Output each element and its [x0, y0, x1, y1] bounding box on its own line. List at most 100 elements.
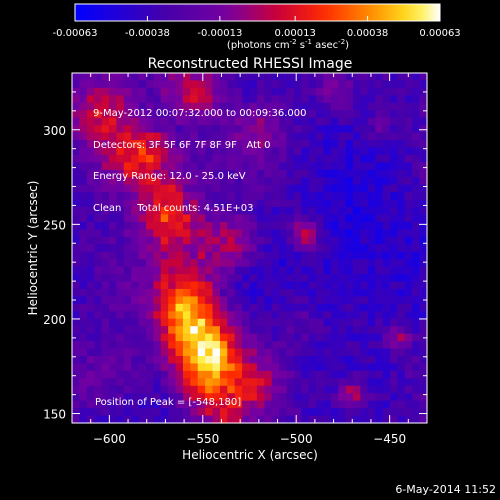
heatmap-cell — [264, 378, 273, 387]
heatmap-cell — [353, 125, 362, 134]
heatmap-cell — [316, 393, 325, 402]
heatmap-cell — [308, 236, 317, 245]
heatmap-cell — [360, 281, 369, 290]
heatmap-cell — [101, 125, 110, 134]
heatmap-cell — [219, 333, 228, 342]
heatmap-cell — [145, 311, 154, 320]
heatmap-cell — [234, 102, 243, 111]
heatmap-cell — [301, 288, 310, 298]
heatmap-cell — [293, 87, 302, 96]
heatmap-cell — [345, 363, 354, 372]
heatmap-cell — [382, 393, 391, 402]
heatmap-cell — [123, 363, 132, 372]
heatmap-cell — [123, 125, 132, 134]
heatmap-cell — [94, 333, 103, 342]
heatmap-cell — [227, 400, 236, 409]
heatmap-cell — [101, 251, 110, 260]
heatmap-cell — [131, 259, 140, 268]
heatmap-cell — [301, 140, 310, 149]
heatmap-cell — [367, 80, 376, 89]
heatmap-cell — [190, 415, 199, 424]
heatmap-cell — [131, 333, 140, 342]
heatmap-cell — [360, 385, 369, 394]
heatmap-cell — [412, 281, 421, 290]
heatmap-cell — [360, 363, 369, 372]
heatmap-cell — [205, 400, 214, 409]
heatmap-cell — [212, 214, 221, 223]
heatmap-cell — [353, 281, 362, 290]
heatmap-cell — [271, 207, 280, 216]
heatmap-cell — [249, 333, 258, 342]
heatmap-cell — [219, 288, 228, 298]
heatmap-cell — [219, 80, 228, 89]
heatmap-cell — [256, 318, 265, 327]
heatmap-cell — [412, 236, 421, 245]
heatmap-cell — [227, 408, 236, 417]
heatmap-cell — [308, 259, 317, 268]
heatmap-cell — [242, 199, 251, 208]
heatmap-cell — [182, 333, 191, 342]
heatmap-cell — [168, 87, 177, 96]
heatmap-cell — [138, 147, 147, 156]
heatmap-cell — [108, 214, 117, 223]
heatmap-cell — [138, 236, 147, 245]
heatmap-cell — [190, 87, 199, 96]
heatmap-cell — [227, 102, 236, 111]
heatmap-cell — [249, 393, 258, 402]
heatmap-cell — [175, 370, 184, 379]
heatmap-cell — [116, 341, 125, 350]
heatmap-cell — [360, 370, 369, 379]
heatmap-cell — [271, 80, 280, 89]
heatmap-cell — [242, 125, 251, 134]
heatmap-cell — [404, 87, 413, 96]
heatmap-cell — [153, 348, 162, 357]
heatmap-cell — [330, 221, 339, 230]
heatmap-cell — [219, 296, 228, 305]
heatmap-cell — [160, 132, 169, 141]
heatmap-cell — [145, 266, 154, 275]
heatmap-cell — [375, 117, 384, 126]
heatmap-cell — [412, 355, 421, 365]
heatmap-cell — [160, 363, 169, 372]
heatmap-cell — [160, 162, 169, 171]
heatmap-cell — [397, 296, 406, 305]
heatmap-cell — [190, 140, 199, 149]
heatmap-cell — [234, 303, 243, 312]
heatmap-cell — [308, 177, 317, 186]
heatmap-cell — [419, 408, 428, 417]
heatmap-cell — [190, 125, 199, 134]
heatmap-cell — [190, 236, 199, 245]
heatmap-cell — [94, 370, 103, 379]
heatmap-cell — [397, 408, 406, 417]
heatmap-cell — [397, 244, 406, 253]
heatmap-cell — [138, 274, 147, 283]
heatmap-cell — [353, 236, 362, 245]
heatmap-cell — [286, 326, 295, 335]
heatmap-cell — [360, 184, 369, 193]
heatmap-cell — [271, 221, 280, 230]
heatmap-cell — [123, 192, 132, 201]
heatmap-cell — [293, 132, 302, 141]
heatmap-cell — [249, 95, 258, 104]
heatmap-cell — [286, 140, 295, 149]
heatmap-cell — [242, 132, 251, 141]
heatmap-cell — [153, 385, 162, 394]
heatmap-cell — [123, 110, 132, 119]
heatmap-cell — [79, 281, 88, 290]
heatmap-cell — [190, 221, 199, 230]
heatmap-cell — [397, 370, 406, 379]
heatmap-cell — [197, 140, 206, 149]
heatmap-cell — [79, 102, 88, 111]
heatmap-cell — [182, 393, 191, 402]
heatmap-cell — [197, 385, 206, 394]
heatmap-cell — [308, 102, 317, 111]
heatmap-cell — [131, 274, 140, 283]
heatmap-cell — [212, 251, 221, 260]
heatmap-cell — [316, 370, 325, 379]
heatmap-cell — [116, 400, 125, 409]
heatmap-cell — [234, 296, 243, 305]
heatmap-cell — [153, 341, 162, 350]
heatmap-cell — [286, 363, 295, 372]
heatmap-cell — [330, 303, 339, 312]
heatmap-cell — [94, 132, 103, 141]
